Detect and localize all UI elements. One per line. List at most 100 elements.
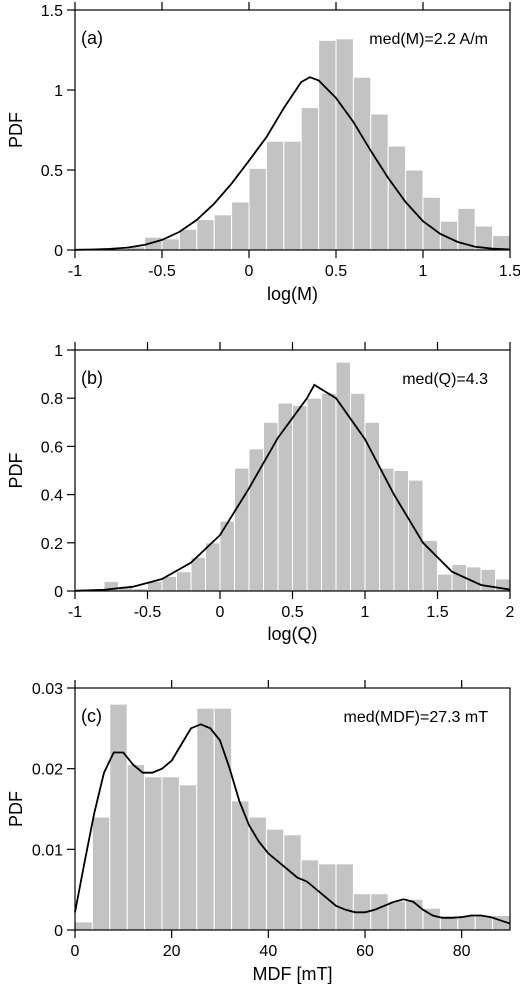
x-tick-label: -1: [68, 604, 82, 621]
histogram-bar: [352, 76, 372, 251]
histogram-bar: [144, 776, 163, 931]
histogram-bar: [387, 900, 407, 931]
x-tick-label: 1.5: [426, 604, 448, 621]
median-annotation: med(Q)=4.3: [402, 371, 488, 388]
axes-frame: [74, 687, 511, 931]
x-tick-label: 1: [361, 604, 370, 621]
histogram-bars: [126, 38, 511, 251]
panel-3: 0 20 40 60 80 0 0.01 0.02 0.03 MDF [mT] PDF (c) med(…: [6, 680, 511, 984]
histogram-bar: [370, 113, 389, 251]
histogram-bar: [178, 784, 198, 931]
y-tick-label: 0.5: [41, 163, 63, 180]
x-tick-label: 40: [259, 943, 277, 960]
x-tick-label: 2: [506, 604, 515, 621]
histogram-bar: [335, 38, 354, 251]
histogram-bar: [492, 235, 511, 251]
histogram-bar: [263, 421, 279, 592]
histogram-bar: [265, 140, 285, 251]
histogram-bar: [405, 898, 424, 931]
histogram-bar: [318, 39, 337, 251]
histogram-bar: [321, 392, 337, 592]
y-axis-label: PDF: [6, 452, 26, 488]
histogram-bar: [190, 556, 206, 592]
y-tick-label: 0.6: [41, 439, 63, 456]
x-tick-label: -0.5: [134, 604, 162, 621]
histogram-bar: [196, 707, 215, 931]
panel-1: -1 -0.5 0 0.5 1 1.5 0 0.5 1 1.5 log(M) PDF (a) med(M)…: [6, 2, 520, 304]
histogram-bar: [335, 361, 351, 592]
histogram-bar: [126, 764, 146, 931]
y-axis-label: PDF: [6, 791, 26, 827]
x-tick-label: -0.5: [148, 263, 176, 280]
histogram-bar: [213, 214, 233, 251]
panel-label: (c): [81, 706, 102, 726]
histogram-bar: [422, 539, 438, 592]
histogram-bar: [234, 467, 250, 592]
y-tick-label: 0.03: [32, 681, 63, 698]
y-tick-label: 0.4: [41, 488, 63, 505]
y-tick-label: 0: [54, 584, 63, 601]
x-axis-label: log(Q): [267, 624, 317, 644]
histogram-bar: [205, 542, 221, 592]
histogram-bar: [300, 107, 320, 251]
histogram-bar: [408, 479, 424, 592]
histogram-bars: [74, 703, 511, 931]
x-tick-label: 80: [453, 943, 471, 960]
histogram-bar: [196, 219, 215, 251]
histogram-bar: [437, 573, 453, 592]
y-tick-label: 0: [54, 923, 63, 940]
y-tick-label: 1: [54, 83, 63, 100]
histogram-bar: [335, 863, 354, 931]
histogram-bar: [379, 467, 395, 592]
histogram-bar: [292, 404, 308, 592]
histogram-bar: [161, 776, 180, 931]
histogram-bar: [248, 448, 264, 592]
x-tick-label: 0: [216, 604, 225, 621]
x-tick-label: 0: [71, 943, 80, 960]
histogram-bar: [74, 921, 93, 931]
histogram-bar: [265, 828, 285, 931]
x-tick-label: 0.5: [325, 263, 347, 280]
x-tick-label: 60: [356, 943, 374, 960]
y-axis-label: PDF: [6, 112, 26, 148]
y-tick-label: 0.01: [32, 842, 63, 859]
panel-2: -1 -0.5 0 0.5 1 1.5 2 0 0.2 0.4 0.6 0.8 1 log(Q) PDF (b…: [6, 342, 515, 644]
y-tick-label: 1: [54, 343, 63, 360]
histogram-bar: [231, 201, 250, 251]
x-tick-label: 0.5: [281, 604, 303, 621]
x-tick-label: 20: [163, 943, 181, 960]
histogram-bar: [109, 703, 128, 931]
histogram-bar: [393, 470, 409, 592]
density-curve: [74, 76, 511, 251]
histogram-bar: [161, 238, 180, 251]
histogram-bar: [306, 397, 322, 592]
density-curve: [74, 723, 511, 925]
histogram-bar: [176, 571, 192, 592]
histogram-bar: [91, 816, 111, 931]
axes-frame: [74, 9, 511, 251]
histogram-bar: [370, 893, 389, 931]
median-annotation: med(MDF)=27.3 mT: [344, 709, 489, 726]
histogram-bar: [283, 834, 302, 931]
histogram-bar: [405, 169, 424, 251]
x-axis-label: MDF [mT]: [253, 964, 333, 984]
panel-label: (b): [81, 368, 103, 388]
panel-label: (a): [81, 28, 103, 48]
y-tick-label: 0.02: [32, 762, 63, 779]
histogram-bar: [364, 421, 380, 592]
x-tick-label: 1: [419, 263, 428, 280]
histogram-bar: [248, 167, 267, 251]
y-tick-label: 1.5: [41, 3, 63, 20]
x-axis-label: log(M): [267, 284, 318, 304]
x-tick-label: -1: [68, 263, 82, 280]
histogram-bar: [318, 863, 337, 931]
y-tick-label: 0.8: [41, 391, 63, 408]
y-tick-label: 0.2: [41, 536, 63, 553]
histogram-bar: [277, 402, 293, 592]
density-curve: [74, 383, 511, 592]
histogram-bar: [248, 816, 267, 931]
histogram-bar: [300, 859, 320, 931]
x-tick-label: 0: [245, 263, 254, 280]
median-annotation: med(M)=2.2 A/m: [369, 31, 488, 48]
